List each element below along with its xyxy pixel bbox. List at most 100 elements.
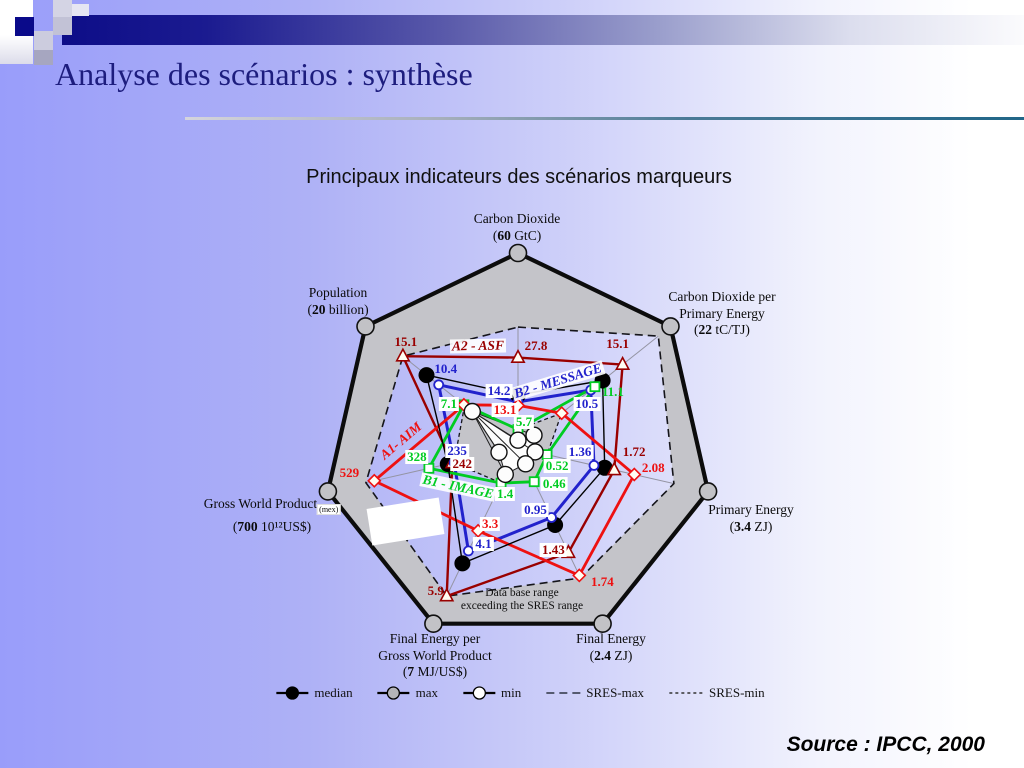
legend-label: min	[501, 685, 522, 700]
series-marker-diamond	[572, 568, 587, 583]
min-fan-line	[471, 411, 506, 475]
legend-item-min: min	[462, 685, 521, 701]
value-label: 0.95	[522, 501, 549, 517]
series-marker-triangle	[439, 587, 455, 602]
legend-label: SRES-max	[586, 685, 645, 700]
value-label: 1.72	[622, 443, 646, 459]
max-marker	[356, 317, 375, 336]
axis-label-fe_per_gwp: Final Energy per Gross World Product (7 MJ…	[378, 631, 492, 679]
legend-swatch-min	[463, 686, 495, 700]
chart-legend: median max min SRES-max SRES-min	[275, 685, 765, 701]
axis-label-co2_per_pe: Carbon Dioxide per Primary Energy (22 tC/T…	[668, 289, 776, 337]
db-range-outer-band	[327, 253, 709, 624]
value-label: 1.43	[540, 541, 567, 557]
series-marker-triangle	[606, 461, 622, 476]
series-marker-circle	[588, 459, 600, 471]
min-marker	[463, 402, 481, 421]
db-max-outline	[325, 250, 711, 626]
value-label: 10.5	[573, 395, 601, 411]
max-marker	[593, 614, 612, 634]
series-marker-square	[528, 476, 540, 488]
legend-item-median: median	[275, 685, 353, 701]
series-marker-triangle	[395, 347, 411, 362]
mosaic-square	[53, 17, 72, 35]
series-line-a2-asf	[401, 354, 624, 598]
series-marker-circle	[462, 545, 474, 557]
value-label: 5.9	[427, 583, 444, 599]
min-marker	[509, 431, 527, 449]
value-label: 2.08	[641, 459, 665, 475]
series-marker-diamond	[554, 406, 569, 421]
value-label: 242	[450, 456, 475, 471]
header-gradient-bar	[62, 15, 1024, 45]
series-marker-circle	[546, 512, 557, 523]
series-marker-circle	[433, 379, 445, 391]
value-label: 27.8	[524, 337, 548, 353]
value-label: 7.1	[438, 395, 459, 411]
value-label: 1.36	[566, 444, 594, 460]
legend-label: median	[314, 685, 353, 700]
series-marker-diamond	[367, 473, 382, 488]
value-label: 328	[405, 449, 429, 465]
series-name-label: A2 - ASF	[449, 337, 507, 354]
value-label: 235	[445, 442, 469, 458]
legend-swatch-sres-min	[669, 692, 704, 694]
value-label: 1.4	[494, 486, 516, 502]
max-marker	[661, 317, 680, 336]
min-marker	[490, 443, 508, 461]
mosaic-square	[34, 50, 53, 65]
value-label: 0.52	[543, 457, 571, 473]
legend-item-max: max	[377, 685, 438, 701]
max-marker	[318, 482, 338, 501]
legend-swatch-sres-max	[546, 692, 581, 694]
min-marker	[525, 426, 543, 444]
value-label: 10.4	[434, 360, 458, 376]
min-fan-line	[471, 411, 526, 465]
legend-swatch-median	[276, 686, 309, 700]
median-marker	[454, 555, 471, 572]
mosaic-square	[72, 4, 89, 16]
series-marker-square	[589, 381, 601, 393]
value-label: 14.2	[485, 382, 513, 398]
min-marker	[526, 443, 544, 461]
mosaic-square	[53, 0, 72, 17]
median-line	[425, 374, 606, 565]
median-marker	[418, 367, 435, 384]
max-marker	[424, 614, 443, 634]
db-range-note: Data base range exceeding the SRES range	[460, 587, 584, 612]
series-line-a1-aim	[371, 403, 637, 578]
series-marker-diamond	[627, 467, 642, 482]
legend-label: SRES-min	[709, 685, 765, 700]
value-label: 0.46	[540, 475, 568, 491]
value-label: 1.74	[590, 574, 614, 590]
title-separator-line	[185, 117, 1024, 120]
legend-item-sres-min: SRES-min	[668, 685, 765, 701]
value-label: 5.7	[513, 414, 535, 430]
value-label: 13.1	[491, 402, 519, 418]
source-caption: Source : IPCC, 2000	[786, 733, 985, 756]
value-label: 3.3	[479, 515, 501, 531]
max-marker	[698, 482, 718, 501]
axis-label-fe: Final Energy (2.4 ZJ)	[576, 631, 646, 663]
series-marker-triangle	[510, 348, 526, 364]
slide-title: Analyse des scénarios : synthèse	[55, 56, 473, 92]
value-label: 11.1	[601, 383, 624, 399]
legend-swatch-max	[377, 686, 410, 700]
legend-label: max	[415, 685, 438, 700]
value-label: 529	[339, 464, 360, 480]
value-label: 15.1	[606, 335, 630, 351]
axis-label-pe: Primary Energy (3.4 ZJ)	[708, 502, 794, 534]
value-label: 15.1	[394, 334, 418, 350]
series-marker-triangle	[615, 355, 631, 371]
axis-label-co2: Carbon Dioxide (60 GtC)	[473, 211, 561, 243]
mosaic-square	[34, 31, 53, 50]
legend-item-sres-max: SRES-max	[545, 685, 644, 701]
axis-label-pop: Population (20 billion)	[307, 285, 369, 317]
mosaic-square-navy	[15, 17, 34, 36]
min-marker	[516, 455, 535, 473]
chart-title: Principaux indicateurs des scénarios mar…	[306, 166, 732, 188]
value-label: 4.1	[473, 535, 494, 551]
